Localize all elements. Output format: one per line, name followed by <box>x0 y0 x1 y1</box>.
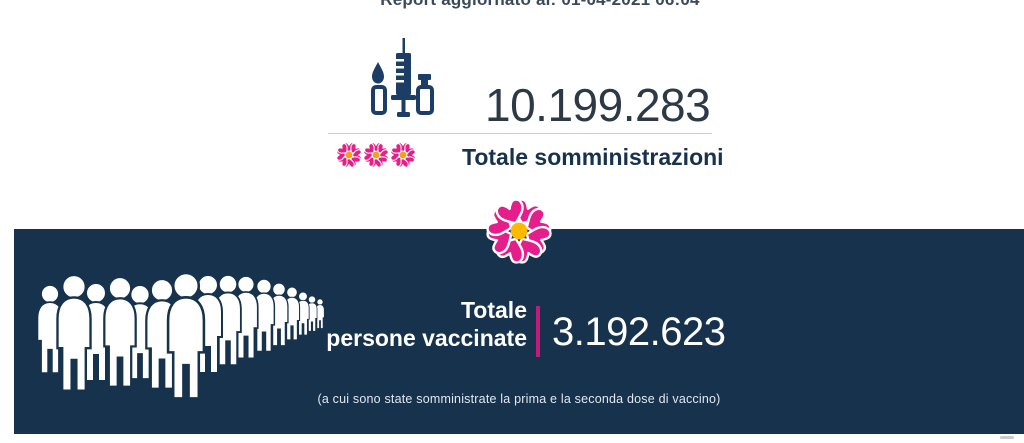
primula-flowers-row <box>336 141 418 169</box>
scrollbar-fragment <box>1000 436 1014 439</box>
total-vaccinated-label-line2: persone vaccinate <box>326 325 527 351</box>
total-vaccinated-label: Totale persone vaccinate <box>326 296 527 352</box>
primula-flower-icon <box>391 143 416 168</box>
primula-flower-icon <box>484 196 554 266</box>
total-vaccinated-label-line1: Totale <box>460 297 527 323</box>
total-administrations-label: Totale somministrazioni <box>462 144 724 170</box>
primula-flower-icon <box>364 143 389 168</box>
people-queue-illustration <box>36 243 326 403</box>
total-administrations-value: 10.199.283 <box>485 79 711 131</box>
vaccinated-note: (a cui sono state somministrate la prima… <box>317 392 721 406</box>
syringe-and-vials-icon <box>370 38 438 123</box>
pink-accent-bar <box>536 306 540 357</box>
primula-flower-icon <box>337 143 362 168</box>
report-updated-text: Report aggiornato al: 01-04-2021 06:04 <box>0 0 1024 10</box>
horizontal-divider <box>328 133 712 134</box>
total-vaccinated-value: 3.192.623 <box>552 310 726 354</box>
